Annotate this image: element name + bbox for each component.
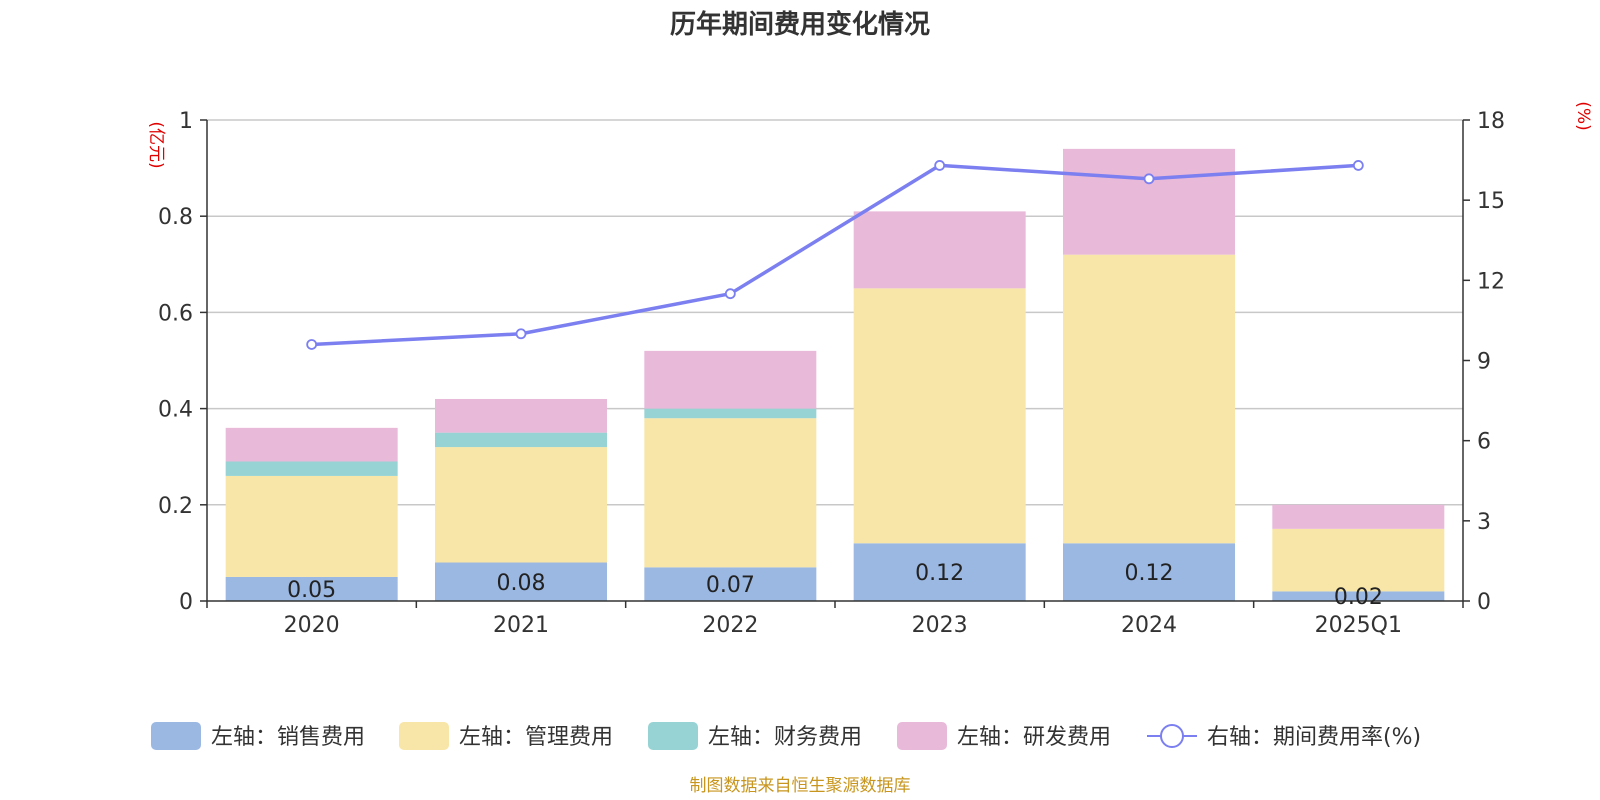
bar-segment <box>435 432 607 448</box>
rate-line-point <box>934 160 946 171</box>
right-axis-tick-label: 3 <box>1477 510 1491 535</box>
legend-label: 右轴：期间费用率(%) <box>1207 725 1421 750</box>
bar-data-label: 0.02 <box>1334 585 1383 610</box>
left-axis-tick-label: 0.4 <box>158 398 193 423</box>
bar-segment <box>1272 504 1445 529</box>
legend-swatch <box>151 722 201 750</box>
x-axis-tick-label: 2022 <box>702 613 758 638</box>
legend-swatch <box>897 722 947 750</box>
bar-segment <box>853 543 1026 601</box>
legend-label: 左轴：财务费用 <box>708 725 862 750</box>
right-axis-tick-label: 15 <box>1477 189 1505 214</box>
rate-line-point <box>724 288 736 300</box>
left-axis-tick-label: 0 <box>179 590 193 615</box>
bar-segment <box>644 418 817 568</box>
axes: 0 0.2 0.4 0.6 0.8 1 0 3 6 9 12 15 18 2020 2021 2022 2023… <box>158 109 1505 638</box>
bar-data-label: 0.05 <box>287 578 336 603</box>
rate-line-path <box>311 163 1359 347</box>
bar-data-label: 0.07 <box>706 573 755 598</box>
legend: 左轴：销售费用 左轴：管理费用 左轴：财务费用 左轴：研发费用 右轴：期间费用率(%) <box>151 722 1421 750</box>
bar-segment <box>435 562 607 601</box>
rate-line <box>306 160 1364 350</box>
left-axis-unit: (亿元) <box>146 121 166 168</box>
left-axis-tick-label: 1 <box>179 109 193 134</box>
bar-segment <box>1063 148 1235 255</box>
bar-segment <box>1063 543 1235 601</box>
bar-data-label: 0.12 <box>915 561 964 586</box>
left-axis-tick-label: 0.8 <box>158 205 193 230</box>
source-note: 制图数据来自恒生聚源数据库 <box>690 776 911 796</box>
chart-title: 历年期间费用变化情况 <box>670 9 930 40</box>
bar-segment <box>225 461 398 476</box>
bar-segment <box>644 567 817 601</box>
legend-label: 左轴：销售费用 <box>211 725 365 750</box>
left-axis-tick-label: 0.2 <box>158 494 193 519</box>
bar-segment <box>644 408 817 419</box>
bar-segment <box>435 447 607 563</box>
bar-segment <box>225 427 398 462</box>
bar-data-label: 0.12 <box>1125 561 1174 586</box>
bar-segment <box>225 576 398 601</box>
right-axis-tick-label: 12 <box>1477 269 1505 294</box>
legend-swatch <box>648 722 698 750</box>
bar-segment <box>435 398 607 433</box>
data-labels: 0.05 0.08 0.07 0.12 0.12 0.02 <box>287 561 1383 610</box>
right-axis-tick-label: 18 <box>1477 109 1505 134</box>
left-axis-tick-label: 0.6 <box>158 301 193 326</box>
x-axis-tick-label: 2025Q1 <box>1315 613 1402 638</box>
legend-swatch <box>399 722 449 750</box>
rate-line-point <box>306 339 318 350</box>
rate-line-point <box>1143 173 1155 185</box>
legend-label: 左轴：研发费用 <box>957 725 1111 750</box>
bar-segment <box>1272 528 1445 592</box>
right-axis-tick-label: 6 <box>1477 430 1491 455</box>
x-axis-tick-label: 2020 <box>284 613 340 638</box>
bar-segment <box>225 475 398 577</box>
bar-data-label: 0.08 <box>497 571 546 596</box>
bar-segment <box>1272 591 1445 601</box>
right-axis-tick-label: 9 <box>1477 350 1491 375</box>
bars <box>225 148 1445 601</box>
right-axis-unit: (%) <box>1573 101 1593 130</box>
bar-segment <box>853 211 1026 289</box>
bar-segment <box>853 288 1026 544</box>
bar-segment <box>1063 254 1235 544</box>
bar-segment <box>644 350 817 409</box>
x-axis-tick-label: 2021 <box>493 613 549 638</box>
legend-line-marker <box>1160 724 1184 748</box>
x-axis-tick-label: 2023 <box>912 613 968 638</box>
grid-lines <box>207 119 1463 506</box>
rate-line-point <box>1352 160 1364 171</box>
rate-line-point <box>515 328 527 340</box>
legend-label: 左轴：管理费用 <box>459 725 613 750</box>
right-axis-tick-label: 0 <box>1477 590 1491 615</box>
x-axis-tick-label: 2024 <box>1121 613 1177 638</box>
